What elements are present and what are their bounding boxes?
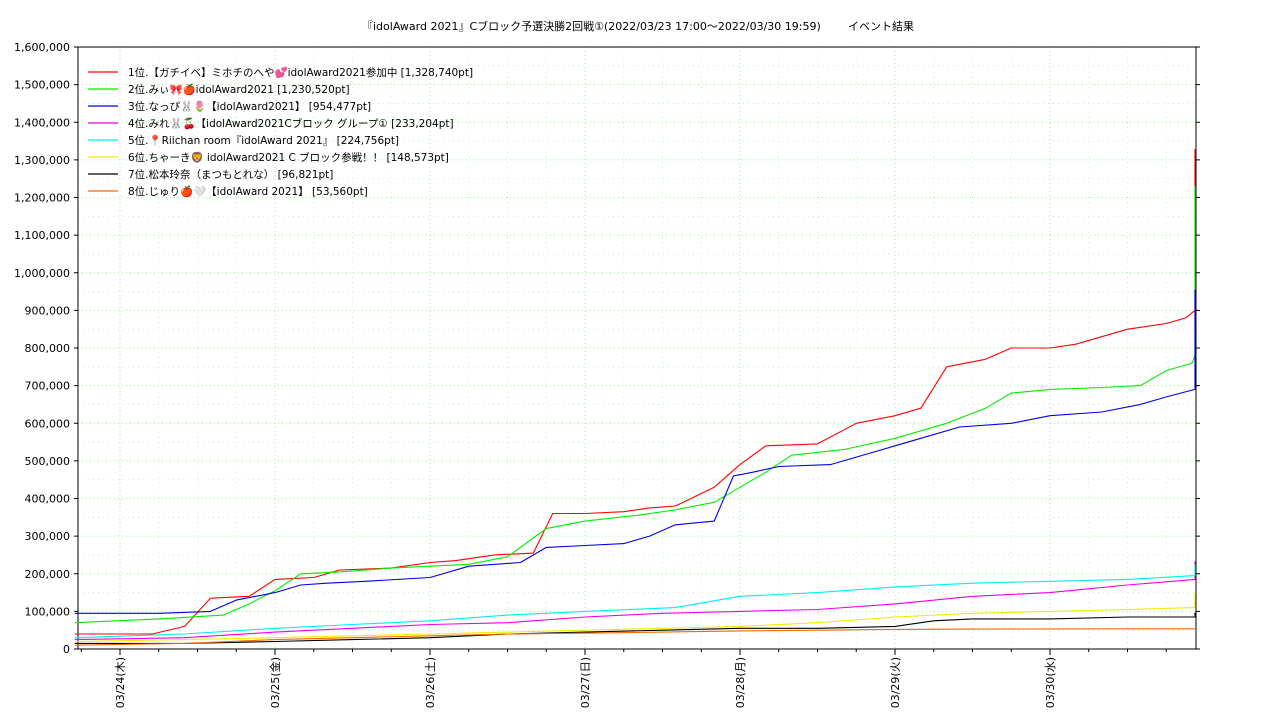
legend: 1位.【ガチイベ】ミホチのへや💕idolAward2021参加中 [1,328,… xyxy=(88,66,473,198)
y-tick-label: 800,000 xyxy=(25,342,71,355)
axis-layer: 0 100,000 200,000 300,000 400,000 500,000 600,… xyxy=(14,41,1200,708)
y-tick-label: 1,000,000 xyxy=(14,267,70,280)
x-tick-label: 03/24(木) xyxy=(114,657,127,708)
y-tick-label: 1,300,000 xyxy=(14,154,70,167)
y-tick-label: 600,000 xyxy=(25,417,71,430)
y-tick-label: 100,000 xyxy=(25,605,71,618)
legend-entry-5: 5位.📍Riichan room『idolAward 2021』 [224,75… xyxy=(128,134,399,147)
series-layer xyxy=(74,149,1196,646)
x-tick-label: 03/26(土) xyxy=(424,657,437,708)
y-tick-label: 1,400,000 xyxy=(14,116,70,129)
chart-title: 『idolAward 2021』Cブロック予選決勝2回戦①(2022/03/23… xyxy=(362,19,821,33)
chart-subtitle: イベント結果 xyxy=(848,19,914,33)
x-tick-label: 03/28(月) xyxy=(734,657,747,708)
y-tick-label: 1,600,000 xyxy=(14,41,70,54)
series-line-4 xyxy=(74,561,1196,641)
series-line-8 xyxy=(74,628,1196,646)
legend-entry-3: 3位.なっぴ🐰🌷【idolAward2021】 [954,477pt] xyxy=(128,100,371,113)
y-tick-label: 500,000 xyxy=(25,455,71,468)
y-tick-label: 1,100,000 xyxy=(14,229,70,242)
x-tick-label: 03/27(日) xyxy=(579,657,592,708)
legend-entry-1: 1位.【ガチイベ】ミホチのへや💕idolAward2021参加中 [1,328,… xyxy=(128,66,473,79)
y-tick-label: 300,000 xyxy=(25,530,71,543)
legend-entry-4: 4位.みれ🐰🍒【idolAward2021Cブロック グループ① [233,20… xyxy=(128,117,454,130)
legend-entry-2: 2位.みぃ🎀🍎idolAward2021 [1,230,520pt] xyxy=(128,83,350,96)
x-tick-label: 03/25(金) xyxy=(268,657,282,708)
legend-entry-8: 8位.じゅり🍎🤍【idolAward 2021】 [53,560pt] xyxy=(128,185,368,198)
x-tick-label: 03/30(水) xyxy=(1044,657,1057,708)
x-tick-label: 03/29(火) xyxy=(889,657,902,708)
y-tick-label: 900,000 xyxy=(25,304,71,317)
series-line-7 xyxy=(74,612,1196,644)
y-tick-label: 400,000 xyxy=(25,493,71,506)
legend-entry-7: 7位.松本玲奈（まつもとれな） [96,821pt] xyxy=(128,168,333,181)
series-line-2 xyxy=(74,186,1196,624)
plot-frame xyxy=(77,46,1197,650)
legend-entry-6: 6位.ちゃーき🦁 idolAward2021 C ブロック参戦！！ [148,5… xyxy=(128,151,449,164)
y-tick-label: 200,000 xyxy=(25,568,71,581)
series-line-5 xyxy=(74,564,1196,639)
y-tick-label: 700,000 xyxy=(25,380,71,393)
y-tick-label: 1,200,000 xyxy=(14,192,70,205)
series-line-6 xyxy=(74,593,1196,643)
series-line-3 xyxy=(74,289,1196,614)
y-tick-label: 1,500,000 xyxy=(14,79,70,92)
y-tick-label: 0 xyxy=(63,643,70,656)
